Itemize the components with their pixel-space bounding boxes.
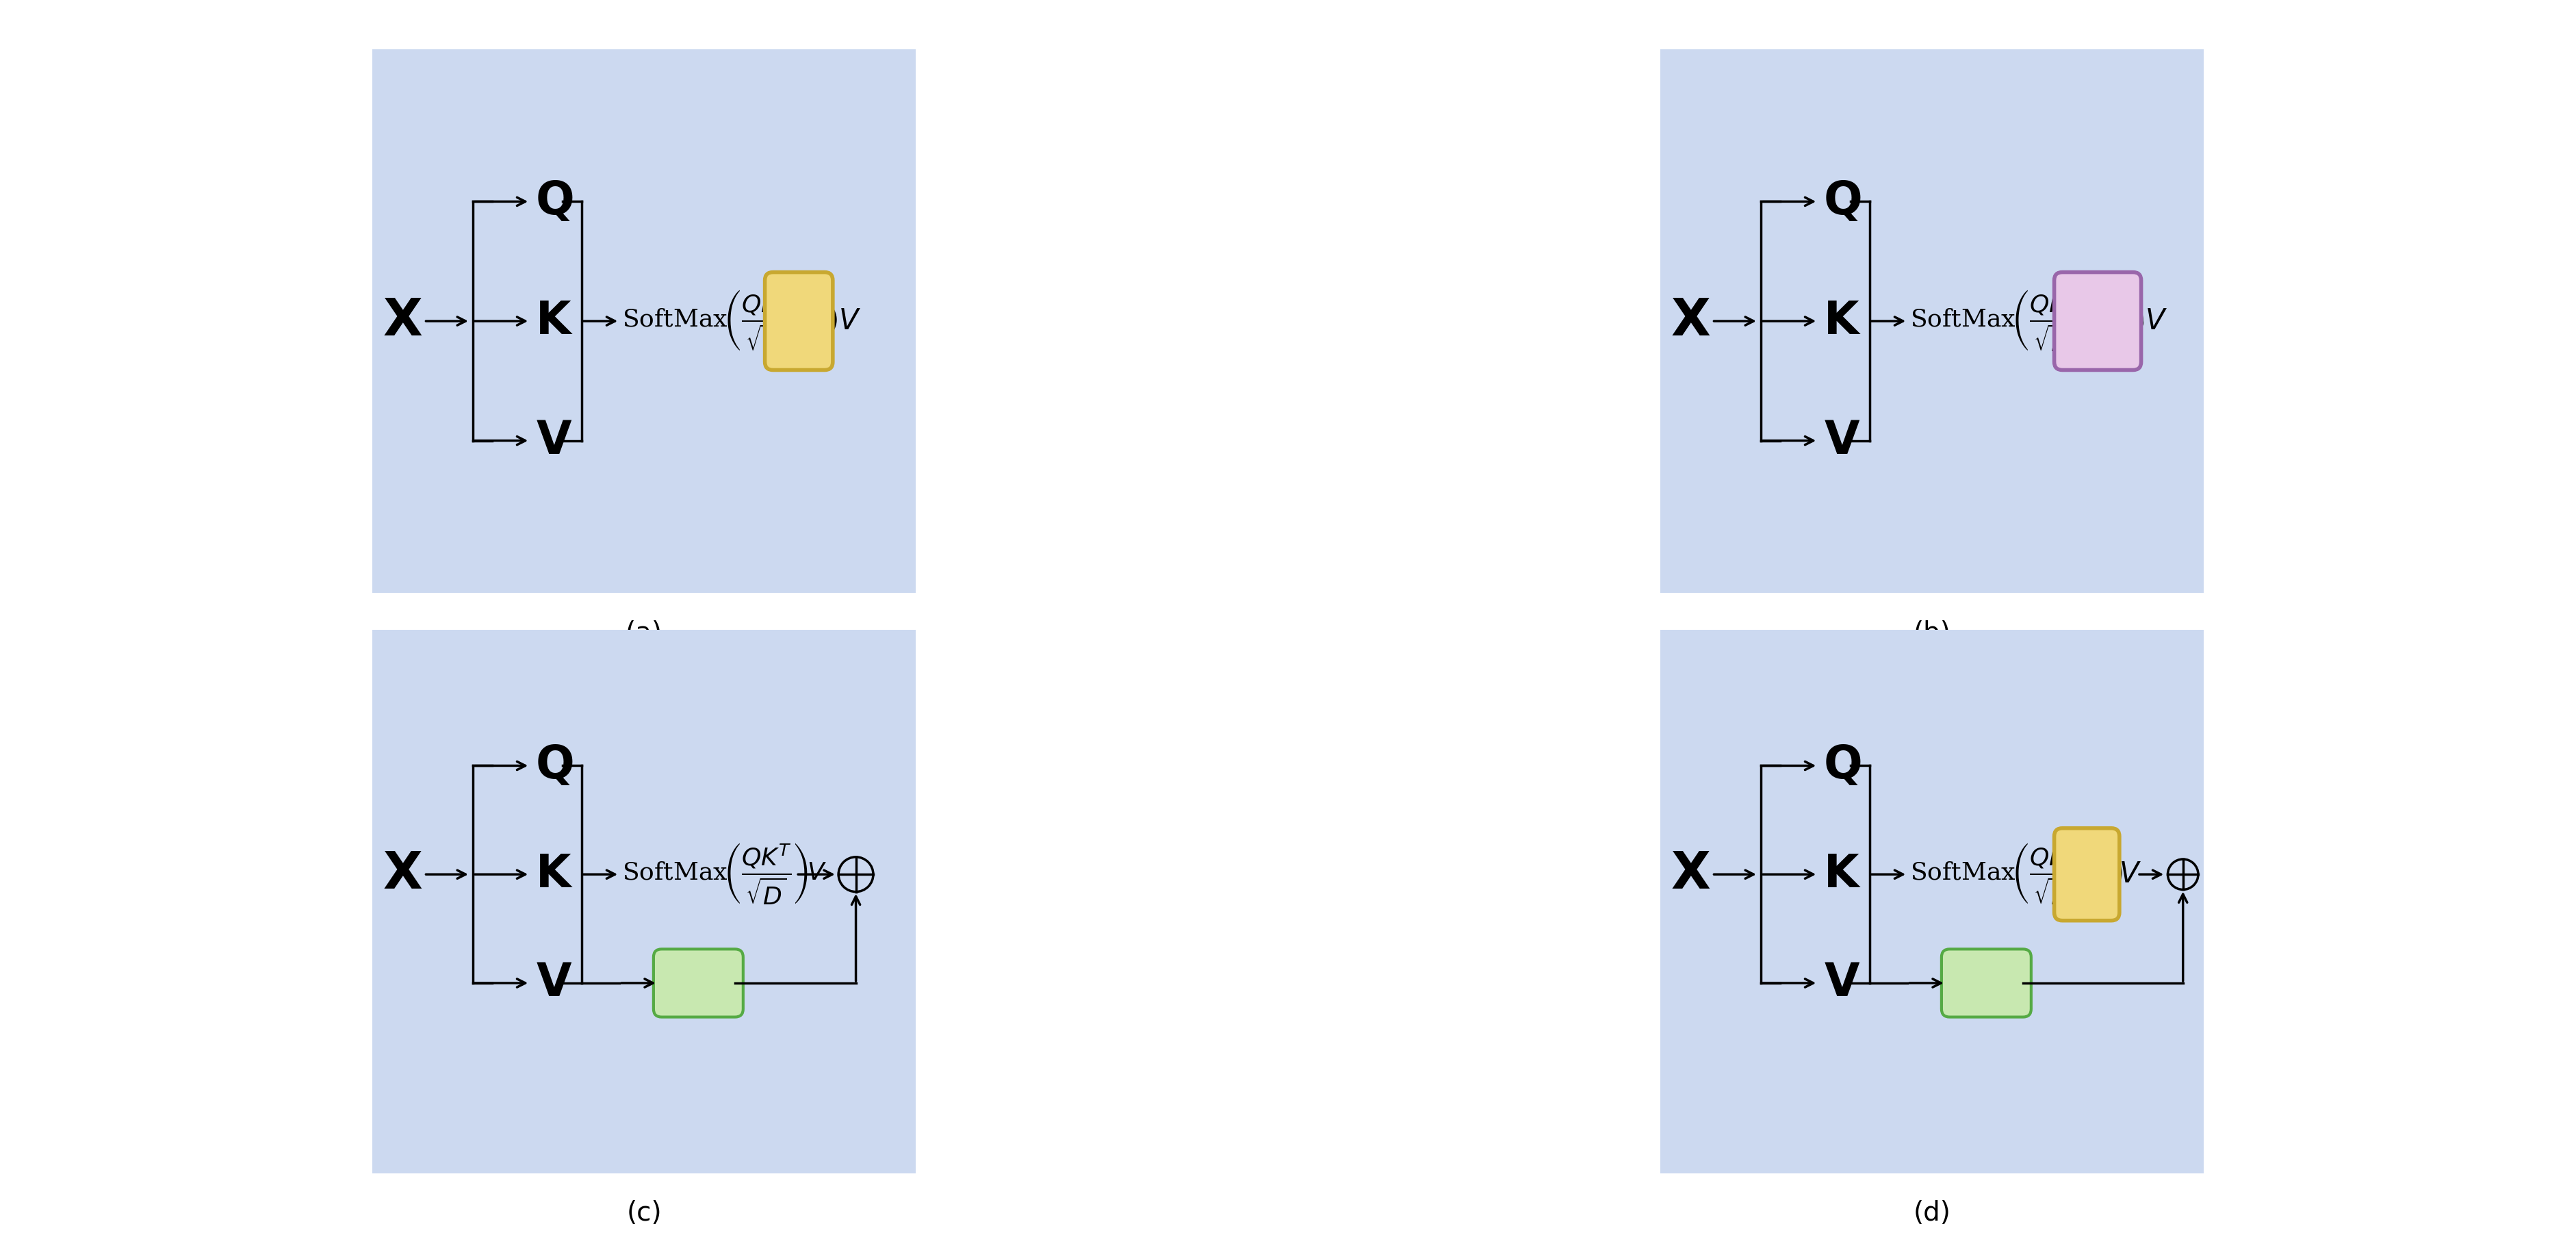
FancyBboxPatch shape (765, 272, 832, 370)
FancyBboxPatch shape (361, 38, 927, 604)
Text: $\left.\right)V$: $\left.\right)V$ (827, 306, 860, 336)
Text: SoftMax$\!\left(\dfrac{QK^T}{\sqrt{D}}+\right.$: SoftMax$\!\left(\dfrac{QK^T}{\sqrt{D}}+\… (623, 289, 817, 353)
Text: $\mathbf{X}$: $\mathbf{X}$ (1669, 850, 1710, 899)
Text: $\mathbf{Q}$: $\mathbf{Q}$ (1824, 179, 1862, 224)
FancyBboxPatch shape (1649, 619, 2215, 1184)
Text: $\mathbf{Q}$: $\mathbf{Q}$ (1824, 743, 1862, 788)
FancyBboxPatch shape (1649, 38, 2215, 604)
Text: $\mathbf{V}$: $\mathbf{V}$ (1824, 419, 1860, 463)
Text: SoftMax$\!\left(\dfrac{QK^T}{\sqrt{D}}\right)\!V$: SoftMax$\!\left(\dfrac{QK^T}{\sqrt{D}}\r… (623, 842, 827, 906)
Text: $\mathbf{K}$: $\mathbf{K}$ (1824, 852, 1862, 897)
Text: SoftMax$\!\left(\dfrac{QK^T}{\sqrt{D}}+\right.$: SoftMax$\!\left(\dfrac{QK^T}{\sqrt{D}}+\… (1911, 842, 2105, 906)
Text: SoftMax$\!\left(\dfrac{QK^T}{\sqrt{D}}+\right.$: SoftMax$\!\left(\dfrac{QK^T}{\sqrt{D}}+\… (1911, 289, 2105, 353)
Text: $\mathbf{RPE}$: $\mathbf{RPE}$ (2061, 863, 2112, 885)
Text: $\mathbf{K}$: $\mathbf{K}$ (1824, 299, 1862, 343)
Text: $\mathbf{Q}$: $\mathbf{Q}$ (536, 179, 574, 224)
Text: $\mathbf{V}$: $\mathbf{V}$ (536, 419, 572, 463)
Text: $\mathbf{V}$: $\mathbf{V}$ (536, 961, 572, 1005)
Text: $\mathbf{X}$: $\mathbf{X}$ (381, 296, 422, 346)
Text: $\mathbf{V}$: $\mathbf{V}$ (1824, 961, 1860, 1005)
Text: $\mathbf{RPE}$: $\mathbf{RPE}$ (773, 310, 827, 332)
Text: $\mathbf{X}$: $\mathbf{X}$ (1669, 296, 1710, 346)
FancyBboxPatch shape (361, 619, 927, 1184)
Text: $\left.\right)V$: $\left.\right)V$ (2133, 306, 2169, 336)
Text: $\mathbf{Q}$: $\mathbf{Q}$ (536, 743, 574, 788)
Text: $\mathbf{log\,CPB}$: $\mathbf{log\,CPB}$ (2050, 309, 2146, 333)
FancyBboxPatch shape (2053, 272, 2141, 370)
Text: (d): (d) (1914, 1200, 1950, 1226)
Text: $\mathbf{X}$: $\mathbf{X}$ (381, 850, 422, 899)
Text: (a): (a) (626, 620, 662, 646)
Text: (c): (c) (626, 1200, 662, 1226)
Text: $\left.\right)\!V$: $\left.\right)\!V$ (2112, 860, 2141, 889)
Text: $\mathbf{K}$: $\mathbf{K}$ (536, 852, 574, 897)
Text: $\mathbf{K}$: $\mathbf{K}$ (536, 299, 574, 343)
FancyBboxPatch shape (2053, 829, 2120, 920)
Text: (b): (b) (1914, 620, 1950, 646)
Text: $\mathrm{LePE}(V)$: $\mathrm{LePE}(V)$ (1942, 972, 2030, 994)
FancyBboxPatch shape (654, 948, 742, 1018)
FancyBboxPatch shape (1942, 948, 2030, 1018)
Text: $\mathrm{LePE}(V)$: $\mathrm{LePE}(V)$ (654, 972, 742, 994)
